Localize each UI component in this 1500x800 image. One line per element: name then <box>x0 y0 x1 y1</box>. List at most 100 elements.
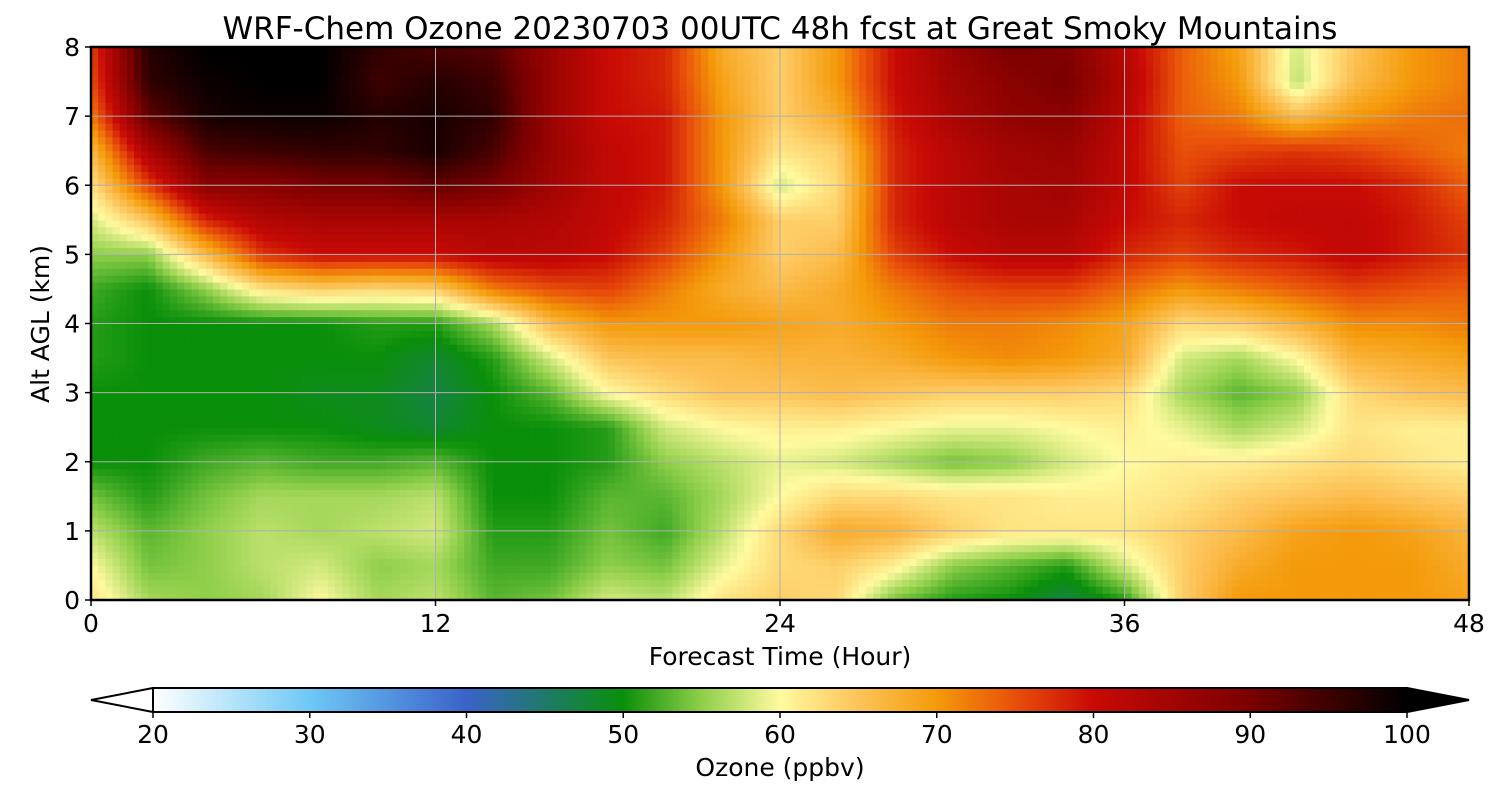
heatmap-cell <box>378 489 386 497</box>
heatmap-cell <box>162 558 171 567</box>
heatmap-cell <box>801 496 810 504</box>
heatmap-cell <box>988 489 996 497</box>
heatmap-cell <box>241 482 250 490</box>
heatmap-cell <box>1339 593 1348 600</box>
heatmap-cell <box>1454 517 1463 525</box>
heatmap-cell <box>234 586 243 594</box>
heatmap-cell <box>1052 558 1061 567</box>
heatmap-cell <box>1088 447 1097 456</box>
heatmap-cell <box>1131 572 1140 580</box>
heatmap-cell <box>1189 482 1197 490</box>
heatmap-cell <box>1153 447 1161 456</box>
heatmap-cell <box>1418 489 1427 497</box>
heatmap-cell <box>1390 558 1398 567</box>
heatmap-cell <box>471 427 480 435</box>
heatmap-cell <box>729 489 738 497</box>
heatmap-cell <box>1411 537 1420 546</box>
heatmap-cell <box>406 579 415 587</box>
heatmap-cell <box>614 427 623 435</box>
heatmap-cell <box>378 454 386 463</box>
heatmap-cell <box>1203 447 1212 456</box>
heatmap-cell <box>91 413 99 421</box>
heatmap-cell <box>91 447 99 456</box>
heatmap-cell <box>471 517 480 525</box>
heatmap-cell <box>1131 593 1140 600</box>
heatmap-cell <box>1196 523 1205 532</box>
heatmap-cell <box>320 447 329 456</box>
heatmap-cell <box>291 468 300 477</box>
heatmap-cell <box>1024 551 1032 560</box>
heatmap-cell <box>665 510 673 518</box>
heatmap-cell <box>823 558 831 567</box>
heatmap-cell <box>1009 586 1018 594</box>
heatmap-cell <box>1382 454 1391 463</box>
heatmap-cell <box>378 441 386 449</box>
heatmap-cell <box>521 517 530 525</box>
heatmap-cell <box>457 447 465 456</box>
heatmap-cell <box>119 558 128 567</box>
heatmap-cell <box>119 454 128 463</box>
heatmap-cell <box>248 489 257 497</box>
heatmap-cell <box>378 579 386 587</box>
heatmap-cell <box>650 517 659 525</box>
heatmap-cell <box>543 517 551 525</box>
heatmap-cell <box>1189 572 1197 580</box>
heatmap-cell <box>313 572 322 580</box>
heatmap-cell <box>1224 468 1233 477</box>
heatmap-cell <box>1246 551 1255 560</box>
heatmap-cell <box>177 475 185 484</box>
heatmap-cell <box>679 441 688 449</box>
heatmap-cell <box>119 503 128 511</box>
heatmap-cell <box>98 523 106 532</box>
heatmap-cell <box>916 551 925 560</box>
heatmap-cell <box>1095 572 1104 580</box>
heatmap-cell <box>514 537 523 546</box>
heatmap-cell <box>1382 447 1391 456</box>
heatmap-cell <box>349 489 358 497</box>
heatmap-cell <box>392 537 401 546</box>
heatmap-cell <box>815 454 824 463</box>
heatmap-cell <box>1146 530 1154 539</box>
heatmap-cell <box>643 544 652 553</box>
heatmap-cell <box>514 572 523 580</box>
heatmap-cell <box>528 558 537 567</box>
heatmap-cell <box>1418 530 1427 539</box>
heatmap-cell <box>356 420 365 428</box>
heatmap-cell <box>916 427 925 435</box>
heatmap-cell <box>435 447 444 456</box>
heatmap-cell <box>1354 530 1362 539</box>
heatmap-cell <box>902 572 910 580</box>
heatmap-cell <box>622 565 630 573</box>
heatmap-cell <box>600 454 609 463</box>
heatmap-cell <box>916 475 925 484</box>
heatmap-cell <box>126 586 135 594</box>
heatmap-cell <box>1361 461 1370 470</box>
heatmap-cell <box>1224 420 1233 428</box>
heatmap-cell <box>844 489 853 497</box>
heatmap-cell <box>191 517 200 525</box>
heatmap-cell <box>988 503 996 511</box>
heatmap-cell <box>557 427 566 435</box>
heatmap-cell <box>1318 468 1327 477</box>
heatmap-cell <box>1296 434 1305 442</box>
heatmap-cell <box>263 468 272 477</box>
heatmap-cell <box>442 558 451 567</box>
heatmap-cell <box>1167 586 1176 594</box>
heatmap-cell <box>679 530 688 539</box>
heatmap-cell <box>1447 454 1456 463</box>
heatmap-cell <box>1088 523 1097 532</box>
heatmap-cell <box>162 496 171 504</box>
heatmap-cell <box>736 482 745 490</box>
heatmap-cell <box>141 489 150 497</box>
heatmap-cell <box>780 551 788 560</box>
heatmap-cell <box>1138 482 1147 490</box>
heatmap-cell <box>1110 572 1118 580</box>
heatmap-cell <box>729 482 738 490</box>
heatmap-cell <box>263 523 272 532</box>
heatmap-cell <box>679 565 688 573</box>
heatmap-cell <box>141 461 150 470</box>
heatmap-cell <box>1110 565 1118 573</box>
heatmap-cell <box>909 544 917 553</box>
heatmap-cell <box>988 558 996 567</box>
heatmap-cell <box>1418 441 1427 449</box>
